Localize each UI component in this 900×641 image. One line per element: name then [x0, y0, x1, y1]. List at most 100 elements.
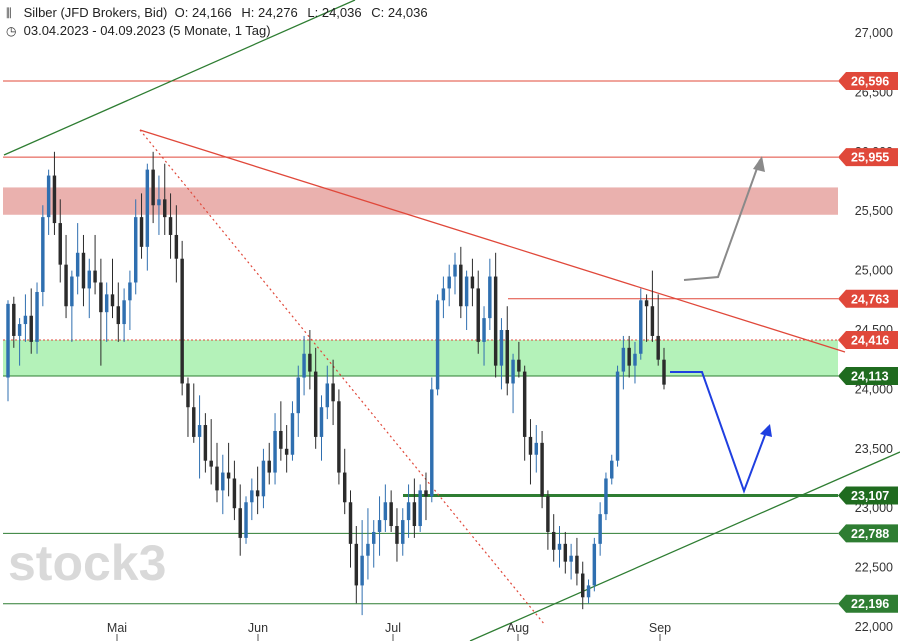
candle-body: [505, 330, 509, 384]
candle-body: [174, 234, 179, 259]
bearish-scenario-arrow: [670, 371, 769, 494]
candle-body: [476, 288, 480, 342]
candle-body: [470, 276, 475, 289]
candlestick-icon: ⫼: [6, 6, 12, 20]
candle-body: [522, 371, 527, 437]
close-value: 24,036: [387, 5, 428, 20]
open-value: 24,166: [191, 5, 232, 20]
price-label-text: 24,763: [851, 292, 889, 306]
candle-body: [528, 436, 533, 455]
candle-body: [70, 276, 74, 307]
candle-body: [261, 460, 266, 497]
price-label: 24,763: [838, 289, 898, 308]
price-label-text: 26,596: [851, 74, 889, 88]
candle-body: [12, 303, 16, 336]
price-label-bg: [838, 289, 898, 308]
candle-body: [52, 175, 57, 224]
candle-body: [122, 300, 126, 325]
period-info: (5 Monate, 1 Tag): [168, 23, 271, 38]
candle-body: [93, 270, 97, 283]
candle-body: [395, 526, 399, 544]
candle-body: [139, 217, 144, 247]
candle-body: [453, 264, 457, 277]
candle-body: [644, 300, 649, 307]
candle-body: [511, 359, 515, 384]
candle-body: [348, 502, 353, 544]
candle-body: [302, 353, 306, 378]
y-tick-label: 23,000: [855, 501, 893, 515]
candle-body: [488, 276, 492, 319]
candle-body: [482, 318, 486, 342]
candle-body: [75, 252, 80, 277]
candle-body: [29, 315, 33, 342]
candle-body: [23, 315, 28, 325]
candle-body: [296, 377, 300, 414]
price-label: 22,788: [838, 524, 898, 543]
y-tick-label: 22,000: [855, 620, 893, 634]
candle-body: [563, 543, 568, 562]
candle-body: [331, 383, 335, 402]
x-tick-label: Jun: [248, 621, 268, 635]
candle-body: [267, 460, 271, 473]
candle-body: [557, 543, 562, 550]
clock-icon: ◷: [6, 24, 17, 38]
candle-body: [441, 288, 446, 301]
candle-body: [64, 264, 68, 307]
price-label-bg: [838, 524, 898, 543]
price-label-text: 23,107: [851, 489, 889, 503]
candle-body: [610, 460, 614, 479]
candle-body: [145, 169, 150, 247]
bullish-scenario-arrow: [683, 159, 761, 281]
price-label-bg: [838, 366, 898, 385]
price-label-text: 24,416: [851, 333, 889, 347]
zone-support: [3, 339, 838, 376]
candle-body: [650, 306, 655, 336]
candle-body: [627, 347, 631, 366]
candle-body: [215, 466, 219, 491]
candle-body: [192, 407, 196, 437]
price-label: 23,107: [838, 486, 898, 505]
candle-body: [418, 490, 422, 527]
candle-body: [226, 472, 231, 479]
candle-body: [35, 291, 39, 342]
y-tick-label: 23,500: [855, 442, 893, 456]
date-range: 03.04.2023 - 04.09.2023: [23, 23, 166, 38]
price-label-text: 22,788: [851, 527, 889, 541]
candle-body: [203, 425, 208, 461]
candle-body: [534, 442, 539, 455]
high-label: H:: [241, 5, 255, 20]
candle-body: [325, 383, 330, 408]
candle-body: [615, 371, 620, 461]
candle-body: [464, 276, 469, 307]
candle-body: [319, 407, 324, 437]
candle-body: [633, 353, 637, 366]
candle-body: [540, 442, 544, 497]
candle-body: [401, 520, 405, 544]
price-label-text: 22,196: [851, 597, 889, 611]
price-label: 24,416: [838, 330, 898, 349]
candle-body: [517, 359, 521, 372]
candle-body: [87, 270, 92, 289]
price-label-bg: [838, 71, 898, 90]
candle-body: [592, 543, 597, 586]
resistance-trend-line: [139, 129, 846, 353]
x-tick-label: Jul: [385, 621, 401, 635]
price-label-bg: [838, 594, 898, 613]
price-label: 25,955: [838, 148, 898, 167]
candle-body: [354, 543, 359, 586]
candle-body: [116, 306, 121, 325]
close-label: C:: [371, 5, 385, 20]
candle-body: [377, 520, 382, 532]
candle-body: [430, 389, 434, 497]
candle-body: [157, 199, 161, 206]
candle-body: [58, 223, 62, 265]
candle-body: [360, 555, 364, 586]
symbol-name: Silber (JFD Brokers, Bid): [23, 5, 168, 20]
x-tick-label: Sep: [649, 621, 671, 635]
candle-body: [493, 276, 498, 366]
arrow-head-icon: [760, 424, 772, 437]
candle-body: [621, 347, 626, 372]
x-tick-label: Aug: [507, 621, 529, 635]
candle-body: [337, 401, 341, 473]
